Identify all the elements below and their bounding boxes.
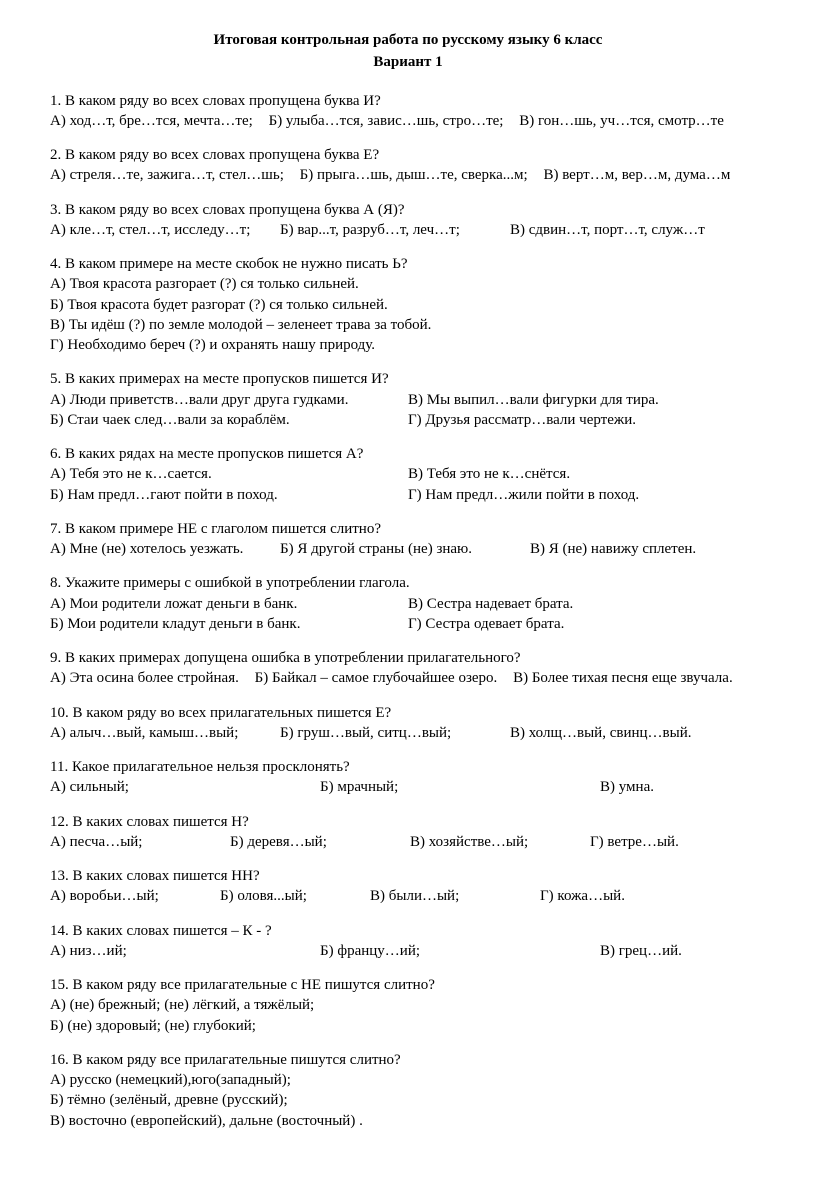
question-2: 2. В каком ряду во всех словах пропущена… <box>50 145 766 186</box>
question-8: 8. Укажите примеры с ошибкой в употребле… <box>50 573 766 634</box>
q9-opt-a: А) Эта осина более стройная. <box>50 670 239 686</box>
q12-opt-d: Г) ветре…ый. <box>590 832 679 852</box>
q14-text: 14. В каких словах пишется – К - ? <box>50 921 766 941</box>
q8-opt-a: А) Мои родители ложат деньги в банк. <box>50 594 408 614</box>
q5-opt-d: Г) Друзья рассматр…вали чертежи. <box>408 410 766 430</box>
q4-opt-b: Б) Твоя красота будет разгорат (?) ся то… <box>50 295 766 315</box>
q10-opt-b: Б) груш…вый, ситц…вый; <box>280 723 510 743</box>
q10-opt-c: В) холщ…вый, свинц…вый. <box>510 723 691 743</box>
question-3: 3. В каком ряду во всех словах пропущена… <box>50 200 766 241</box>
q12-opt-b: Б) деревя…ый; <box>230 832 410 852</box>
doc-variant: Вариант 1 <box>50 52 766 72</box>
q16-text: 16. В каком ряду все прилагательные пишу… <box>50 1050 766 1070</box>
q7-opt-c: В) Я (не) навижу сплетен. <box>530 539 696 559</box>
q2-text: 2. В каком ряду во всех словах пропущена… <box>50 145 766 165</box>
q13-text: 13. В каких словах пишется НН? <box>50 866 766 886</box>
q10-opt-a: А) алыч…вый, камыш…вый; <box>50 723 280 743</box>
q5-text: 5. В каких примерах на месте пропусков п… <box>50 369 766 389</box>
q12-opt-c: В) хозяйстве…ый; <box>410 832 590 852</box>
q13-opt-d: Г) кожа…ый. <box>540 886 625 906</box>
q15-opt-a: А) (не) брежный; (не) лёгкий, а тяжёлый; <box>50 995 766 1015</box>
q8-opt-c: В) Сестра надевает брата. <box>408 594 766 614</box>
question-13: 13. В каких словах пишется НН? А) воробь… <box>50 866 766 907</box>
q9-opt-b: Б) Байкал – самое глубочайшее озеро. <box>255 670 498 686</box>
question-14: 14. В каких словах пишется – К - ? А) ни… <box>50 921 766 962</box>
q11-opt-a: А) сильный; <box>50 777 320 797</box>
q5-opt-a: А) Люди приветств…вали друг друга гудкам… <box>50 390 408 410</box>
q5-opt-c: В) Мы выпил…вали фигурки для тира. <box>408 390 766 410</box>
q14-opt-b: Б) францу…ий; <box>320 941 600 961</box>
question-12: 12. В каких словах пишется Н? А) песча…ы… <box>50 812 766 853</box>
q13-opt-c: В) были…ый; <box>370 886 540 906</box>
q15-opt-b: Б) (не) здоровый; (не) глубокий; <box>50 1016 766 1036</box>
question-6: 6. В каких рядах на месте пропусков пише… <box>50 444 766 505</box>
q9-opt-c: В) Более тихая песня еще звучала. <box>513 670 733 686</box>
question-7: 7. В каком примере НЕ с глаголом пишется… <box>50 519 766 560</box>
q1-opt-a: А) ход…т, бре…тся, мечта…те; <box>50 113 253 129</box>
q3-opt-c: В) сдвин…т, порт…т, служ…т <box>510 220 705 240</box>
q6-opt-b: Б) Нам предл…гают пойти в поход. <box>50 485 408 505</box>
q9-text: 9. В каких примерах допущена ошибка в уп… <box>50 648 766 668</box>
question-1: 1. В каком ряду во всех словах пропущена… <box>50 91 766 132</box>
q4-text: 4. В каком примере на месте скобок не ну… <box>50 254 766 274</box>
q6-text: 6. В каких рядах на месте пропусков пише… <box>50 444 766 464</box>
q5-opt-b: Б) Стаи чаек след…вали за кораблём. <box>50 410 408 430</box>
q2-opt-b: Б) прыга…шь, дыш…те, сверка...м; <box>300 167 528 183</box>
q14-opt-a: А) низ…ий; <box>50 941 320 961</box>
question-11: 11. Какое прилагательное нельзя просклон… <box>50 757 766 798</box>
q7-opt-a: А) Мне (не) хотелось уезжать. <box>50 539 280 559</box>
question-5: 5. В каких примерах на месте пропусков п… <box>50 369 766 430</box>
q12-text: 12. В каких словах пишется Н? <box>50 812 766 832</box>
q7-opt-b: Б) Я другой страны (не) знаю. <box>280 539 530 559</box>
q13-opt-b: Б) оловя...ый; <box>220 886 370 906</box>
q2-opt-c: В) верт…м, вер…м, дума…м <box>543 167 730 183</box>
q11-opt-c: В) умна. <box>600 777 654 797</box>
q16-opt-c: В) восточно (европейский), дальне (восто… <box>50 1111 766 1131</box>
q11-opt-b: Б) мрачный; <box>320 777 600 797</box>
q8-text: 8. Укажите примеры с ошибкой в употребле… <box>50 573 766 593</box>
q4-opt-a: А) Твоя красота разгорает (?) ся только … <box>50 274 766 294</box>
q11-text: 11. Какое прилагательное нельзя просклон… <box>50 757 766 777</box>
question-10: 10. В каком ряду во всех прилагательных … <box>50 703 766 744</box>
q1-opt-b: Б) улыба…тся, завис…шь, стро…те; <box>269 113 504 129</box>
question-16: 16. В каком ряду все прилагательные пишу… <box>50 1050 766 1131</box>
q14-opt-c: В) грец…ий. <box>600 941 682 961</box>
q15-text: 15. В каком ряду все прилагательные с НЕ… <box>50 975 766 995</box>
q2-opt-a: А) стреля…те, зажига…т, стел…шь; <box>50 167 284 183</box>
q7-text: 7. В каком примере НЕ с глаголом пишется… <box>50 519 766 539</box>
q8-opt-d: Г) Сестра одевает брата. <box>408 614 766 634</box>
q10-text: 10. В каком ряду во всех прилагательных … <box>50 703 766 723</box>
q3-opt-a: А) кле…т, стел…т, исследу…т; <box>50 220 280 240</box>
q6-opt-c: В) Тебя это не к…снётся. <box>408 464 766 484</box>
q1-opt-c: В) гон…шь, уч…тся, смотр…те <box>519 113 724 129</box>
q8-opt-b: Б) Мои родители кладут деньги в банк. <box>50 614 408 634</box>
q4-opt-c: В) Ты идёш (?) по земле молодой – зелене… <box>50 315 766 335</box>
q6-opt-a: А) Тебя это не к…сается. <box>50 464 408 484</box>
question-4: 4. В каком примере на месте скобок не ну… <box>50 254 766 355</box>
q6-opt-d: Г) Нам предл…жили пойти в поход. <box>408 485 766 505</box>
q13-opt-a: А) воробьи…ый; <box>50 886 220 906</box>
q4-opt-d: Г) Необходимо береч (?) и охранять нашу … <box>50 335 766 355</box>
question-9: 9. В каких примерах допущена ошибка в уп… <box>50 648 766 689</box>
q3-text: 3. В каком ряду во всех словах пропущена… <box>50 200 766 220</box>
doc-title: Итоговая контрольная работа по русскому … <box>50 30 766 50</box>
q16-opt-b: Б) тёмно (зелёный, древне (русский); <box>50 1090 766 1110</box>
q16-opt-a: А) русско (немецкий),юго(западный); <box>50 1070 766 1090</box>
q3-opt-b: Б) вар...т, разруб…т, леч…т; <box>280 220 510 240</box>
q12-opt-a: А) песча…ый; <box>50 832 230 852</box>
q1-text: 1. В каком ряду во всех словах пропущена… <box>50 91 766 111</box>
question-15: 15. В каком ряду все прилагательные с НЕ… <box>50 975 766 1036</box>
